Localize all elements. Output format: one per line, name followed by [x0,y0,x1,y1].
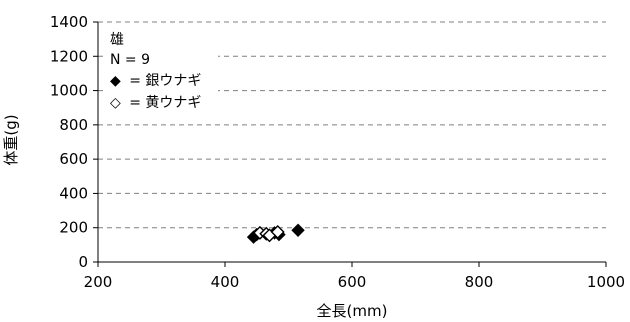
x-tick-label: 200 [84,273,113,291]
data-point-yellow-eel [270,225,285,239]
data-point-silver-eel [291,223,305,237]
y-tick-label: 200 [59,219,88,237]
tick-labels: 0 200 400 600 800 1000 1200 1400 200 400 600 800 100… [50,13,625,291]
y-tick-label: 1400 [50,13,88,31]
legend-header: 雄 [110,32,124,48]
legend-yellow-eel-label: = 黄ウナギ [129,94,201,111]
x-tick-label: 800 [465,273,494,291]
legend-filled-diamond-icon: ◆ [110,73,121,89]
y-tick-label: 1200 [50,47,88,65]
y-axis-title: 体重(g) [2,114,20,165]
y-tick-label: 0 [78,253,88,271]
legend-background [106,30,218,114]
y-tick-label: 600 [59,150,88,168]
x-tick-label: 600 [338,273,367,291]
x-axis-title: 全長(mm) [317,302,388,320]
data-points [246,223,305,244]
legend: 雄 N = 9 ◆ = 銀ウナギ ◇ = 黄ウナギ [106,30,218,114]
y-tick-label: 1000 [50,82,88,100]
x-tick-label: 1000 [587,273,625,291]
y-tick-label: 800 [59,116,88,134]
axes [93,21,607,267]
x-tick-label: 400 [211,273,240,291]
legend-silver-eel: ◆ = 銀ウナギ [110,73,201,89]
legend-yellow-eel: ◇ = 黄ウナギ [110,94,201,111]
legend-silver-eel-label: = 銀ウナギ [129,73,201,89]
legend-count: N = 9 [110,52,150,68]
legend-open-diamond-icon: ◇ [110,95,121,111]
y-tick-label: 400 [59,184,88,202]
